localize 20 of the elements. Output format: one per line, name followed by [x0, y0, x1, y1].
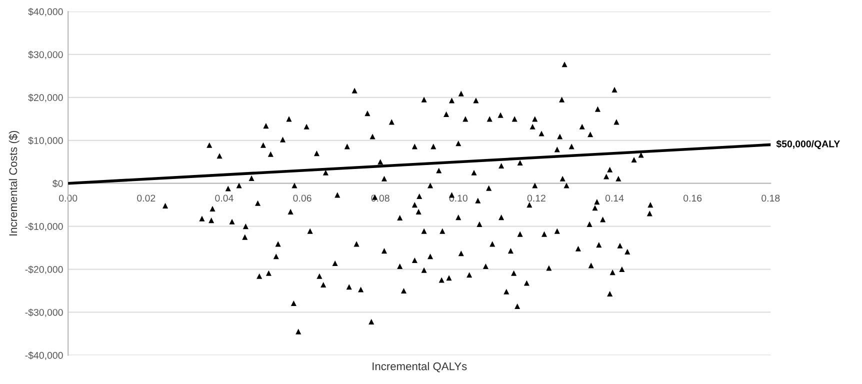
y-tick-label: -$20,000 [25, 266, 63, 274]
y-tick-label: $40,000 [28, 8, 63, 16]
y-tick-label: $10,000 [28, 136, 63, 146]
x-tick-label: 0.16 [683, 194, 702, 202]
x-tick-label: 0.04 [215, 194, 234, 202]
y-tick-label: -$30,000 [25, 308, 63, 318]
x-tick-label: 0.00 [59, 194, 78, 202]
x-tick-label: 0.12 [527, 194, 546, 202]
y-axis-title: Incremental Costs ($) [8, 130, 20, 236]
x-tick-label: 0.02 [137, 194, 156, 202]
x-tick-label: 0.18 [762, 194, 780, 202]
y-tick-label: $0 [52, 180, 63, 188]
y-tick-label: $20,000 [28, 94, 63, 102]
x-tick-label: 0.14 [605, 194, 624, 202]
x-axis-title: Incremental QALYs [372, 362, 467, 372]
y-tick-label: -$40,000 [25, 352, 63, 360]
x-tick-label: 0.06 [293, 194, 312, 202]
series-label: $50,000/QALY [776, 140, 840, 150]
y-tick-label: $30,000 [28, 50, 63, 60]
y-tick-label: -$10,000 [25, 222, 63, 232]
